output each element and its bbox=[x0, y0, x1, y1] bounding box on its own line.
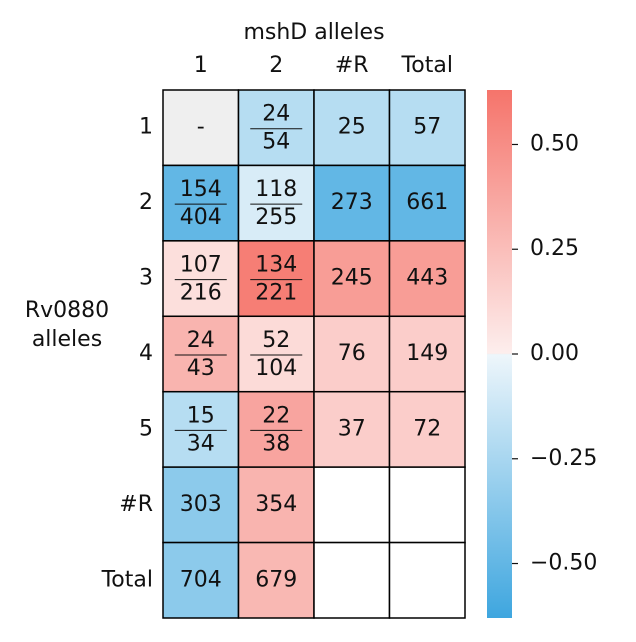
cell bbox=[162, 541, 240, 619]
y-tick-label: #R bbox=[119, 492, 153, 517]
cell bbox=[388, 390, 466, 468]
colorbar-tick-label: 0.50 bbox=[530, 131, 579, 156]
cell bbox=[237, 164, 315, 242]
fraction-numerator: 24 bbox=[187, 328, 215, 353]
fraction-denominator: 221 bbox=[255, 281, 297, 306]
x-tick-label: 1 bbox=[194, 53, 208, 78]
cell-label: 303 bbox=[180, 492, 222, 517]
cell bbox=[313, 541, 391, 619]
cell-label: 679 bbox=[255, 567, 297, 592]
cell-label: 443 bbox=[406, 266, 448, 291]
fraction-numerator: 22 bbox=[262, 403, 290, 428]
cell bbox=[162, 390, 240, 468]
colorbar-tick-label: −0.25 bbox=[530, 446, 597, 471]
cell bbox=[388, 315, 466, 393]
cell-label: 661 bbox=[406, 190, 448, 215]
cell-label: 149 bbox=[406, 341, 448, 366]
fraction-numerator: 118 bbox=[255, 177, 297, 202]
fraction-denominator: 43 bbox=[187, 356, 215, 381]
y-tick-label: Total bbox=[101, 567, 153, 592]
cell-label: 704 bbox=[180, 567, 222, 592]
fraction-numerator: 107 bbox=[180, 253, 222, 278]
cell bbox=[313, 315, 391, 393]
fraction-denominator: 34 bbox=[187, 431, 215, 456]
cell bbox=[162, 315, 240, 393]
x-tick-label: Total bbox=[401, 53, 453, 78]
cell bbox=[237, 466, 315, 544]
cell-label: 354 bbox=[255, 492, 297, 517]
colorbar-tick-label: 0.00 bbox=[530, 341, 579, 366]
fraction-denominator: 104 bbox=[255, 356, 297, 381]
cell bbox=[388, 164, 466, 242]
cell bbox=[388, 240, 466, 318]
y-tick-label: 2 bbox=[139, 190, 153, 215]
colorbar-tick-label: 0.25 bbox=[530, 236, 579, 261]
cell bbox=[237, 541, 315, 619]
fraction-denominator: 38 bbox=[262, 431, 290, 456]
fraction-denominator: 216 bbox=[180, 281, 222, 306]
x-tick-label: #R bbox=[335, 53, 369, 78]
cell bbox=[388, 89, 466, 167]
cell bbox=[162, 466, 240, 544]
cell bbox=[237, 89, 315, 167]
fraction-denominator: 54 bbox=[262, 130, 290, 155]
chart-title: mshD alleles bbox=[243, 20, 384, 45]
fraction-numerator: 134 bbox=[255, 253, 297, 278]
cell bbox=[313, 390, 391, 468]
cell bbox=[162, 89, 240, 167]
cell-label: 72 bbox=[413, 416, 441, 441]
y-tick-label: 1 bbox=[139, 115, 153, 140]
cell bbox=[237, 240, 315, 318]
cell-label: 273 bbox=[331, 190, 373, 215]
cell-label: 37 bbox=[338, 416, 366, 441]
y-tick-label: 4 bbox=[139, 341, 153, 366]
cell bbox=[237, 315, 315, 393]
cell-label: - bbox=[197, 115, 205, 140]
x-tick-label: 2 bbox=[269, 53, 283, 78]
cell bbox=[237, 390, 315, 468]
y-axis-label: alleles bbox=[32, 327, 102, 352]
cell bbox=[313, 240, 391, 318]
fraction-numerator: 15 bbox=[187, 403, 215, 428]
y-tick-label: 3 bbox=[139, 266, 153, 291]
cell-label: 245 bbox=[331, 266, 373, 291]
cell-label: 25 bbox=[338, 115, 366, 140]
fraction-denominator: 404 bbox=[180, 205, 222, 230]
y-axis-label: Rv0880 bbox=[25, 298, 109, 323]
colorbar-tick-label: −0.50 bbox=[530, 551, 597, 576]
cell bbox=[313, 466, 391, 544]
fraction-numerator: 24 bbox=[262, 102, 290, 127]
fraction-numerator: 154 bbox=[180, 177, 222, 202]
colorbar bbox=[487, 90, 512, 618]
cell-label: 76 bbox=[338, 341, 366, 366]
y-tick-label: 5 bbox=[139, 416, 153, 441]
fraction-numerator: 52 bbox=[262, 328, 290, 353]
fraction-denominator: 255 bbox=[255, 205, 297, 230]
cell bbox=[388, 541, 466, 619]
cell bbox=[388, 466, 466, 544]
cell-label: 57 bbox=[413, 115, 441, 140]
cell bbox=[162, 240, 240, 318]
